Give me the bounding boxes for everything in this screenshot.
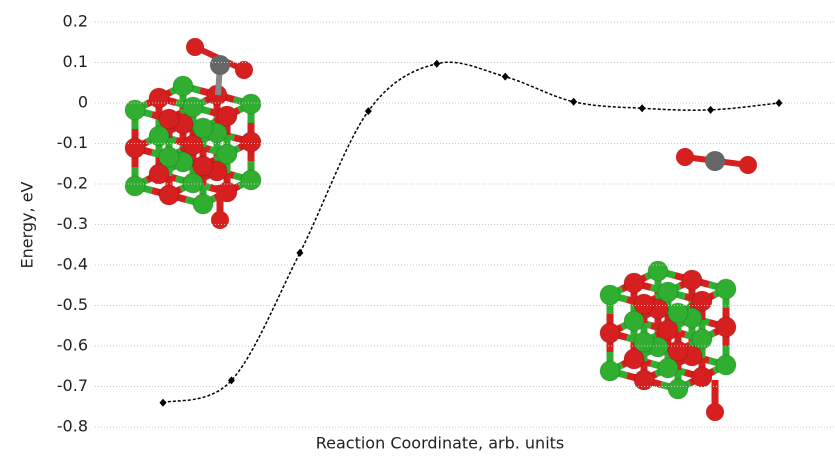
atom <box>691 328 713 350</box>
atom <box>633 369 655 391</box>
y-tick-label: -0.6 <box>57 336 88 355</box>
point <box>707 105 715 114</box>
y-tick-label: -0.2 <box>57 174 88 193</box>
atom <box>124 99 146 121</box>
atom <box>691 366 713 388</box>
atom <box>623 348 645 370</box>
atom <box>186 38 204 56</box>
atom <box>124 137 146 159</box>
point <box>638 104 646 113</box>
atom <box>705 151 725 171</box>
atom <box>216 143 238 165</box>
y-tick-label: -0.5 <box>57 295 88 314</box>
y-axis-label: Energy, eV <box>18 181 37 268</box>
atom <box>192 155 214 177</box>
atom <box>676 148 694 166</box>
point <box>501 72 509 81</box>
atom <box>210 55 230 75</box>
atom <box>182 172 204 194</box>
atom <box>240 93 262 115</box>
atom <box>681 269 703 291</box>
point <box>570 97 578 106</box>
atom <box>691 290 713 312</box>
atom <box>182 96 204 118</box>
point <box>159 398 167 407</box>
atom <box>124 175 146 197</box>
atom <box>657 357 679 379</box>
point <box>227 376 235 385</box>
atom <box>657 281 679 303</box>
atom <box>706 403 724 421</box>
atom <box>647 260 669 282</box>
x-axis-label: Reaction Coordinate, arb. units <box>316 434 565 453</box>
atom <box>657 319 679 341</box>
y-tick-label: -0.7 <box>57 376 88 395</box>
atom <box>158 184 180 206</box>
plot-area: 0.2 0.1 0 -0.1 -0.2 -0.3 -0.4 -0.5 -0.6 -0.7 -0.8 <box>57 12 835 436</box>
atom <box>158 146 180 168</box>
point <box>433 59 441 68</box>
atom <box>192 117 214 139</box>
atom <box>667 302 689 324</box>
atom <box>633 293 655 315</box>
atom <box>240 169 262 191</box>
y-tick-label: 0.2 <box>63 12 88 31</box>
atom <box>216 105 238 127</box>
y-tick-label: -0.4 <box>57 255 88 274</box>
atom <box>148 87 170 109</box>
atom <box>739 156 757 174</box>
atom <box>235 61 253 79</box>
atom <box>182 134 204 156</box>
atom <box>599 322 621 344</box>
atom <box>211 211 229 229</box>
atom <box>599 360 621 382</box>
atom <box>715 316 737 338</box>
point <box>364 107 372 116</box>
atom <box>715 278 737 300</box>
atom <box>623 272 645 294</box>
atom <box>192 193 214 215</box>
atom <box>148 125 170 147</box>
point <box>775 99 783 107</box>
atom <box>158 108 180 130</box>
point <box>296 248 304 257</box>
atom <box>715 354 737 376</box>
y-tick-label: 0.1 <box>63 52 88 71</box>
molecule-illustrations <box>124 38 757 421</box>
y-tick-label: -0.3 <box>57 214 88 233</box>
atom <box>240 131 262 153</box>
y-tick-label: -0.8 <box>57 417 88 436</box>
atom <box>633 331 655 353</box>
atom <box>623 310 645 332</box>
atom <box>599 284 621 306</box>
atom <box>667 378 689 400</box>
atom <box>172 75 194 97</box>
y-tick-label: -0.1 <box>57 133 88 152</box>
y-tick-label: 0 <box>78 93 88 112</box>
atom <box>667 340 689 362</box>
